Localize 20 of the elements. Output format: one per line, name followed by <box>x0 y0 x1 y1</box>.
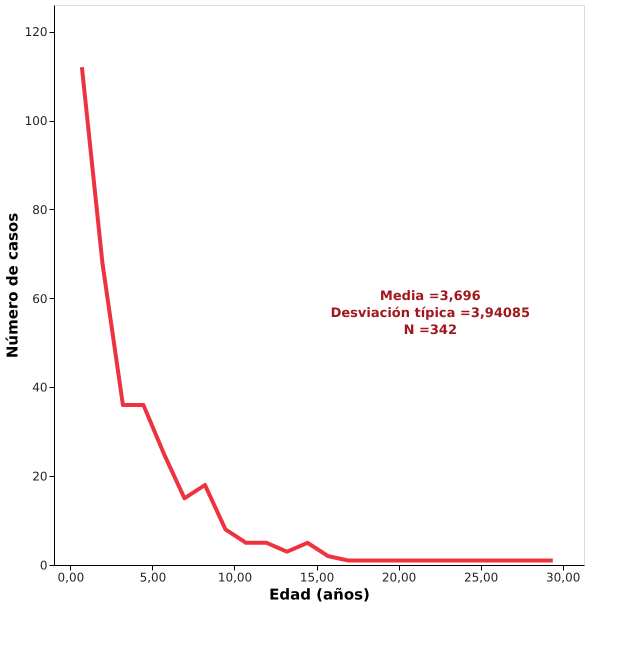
y-axis-title: Número de casos <box>4 212 22 358</box>
x-axis-title: Edad (años) <box>269 586 370 604</box>
x-tick-label: 30,00 <box>546 570 580 584</box>
x-tick-label: 0,00 <box>58 570 84 584</box>
x-tick-label: 25,00 <box>464 570 498 584</box>
y-tick-label: 60 <box>32 292 48 306</box>
line-series <box>80 65 555 563</box>
x-tick-label: 20,00 <box>382 570 416 584</box>
x-tick-label: 15,00 <box>300 570 334 584</box>
annotation: N =342 <box>404 323 458 338</box>
y-tick-label: 40 <box>32 380 48 395</box>
y-tick-label: 0 <box>40 558 48 572</box>
x-tick-label: 10,00 <box>218 570 252 584</box>
y-tick-label: 20 <box>32 470 48 484</box>
y-tick-label: 100 <box>24 114 48 128</box>
y-tick-label: 120 <box>24 25 48 40</box>
annotation: Media =3,696 <box>380 289 481 304</box>
x-tick-label: 5,00 <box>140 570 166 584</box>
annotation: Desviación típica =3,94085 <box>330 306 530 322</box>
y-tick-label: 80 <box>32 202 48 217</box>
